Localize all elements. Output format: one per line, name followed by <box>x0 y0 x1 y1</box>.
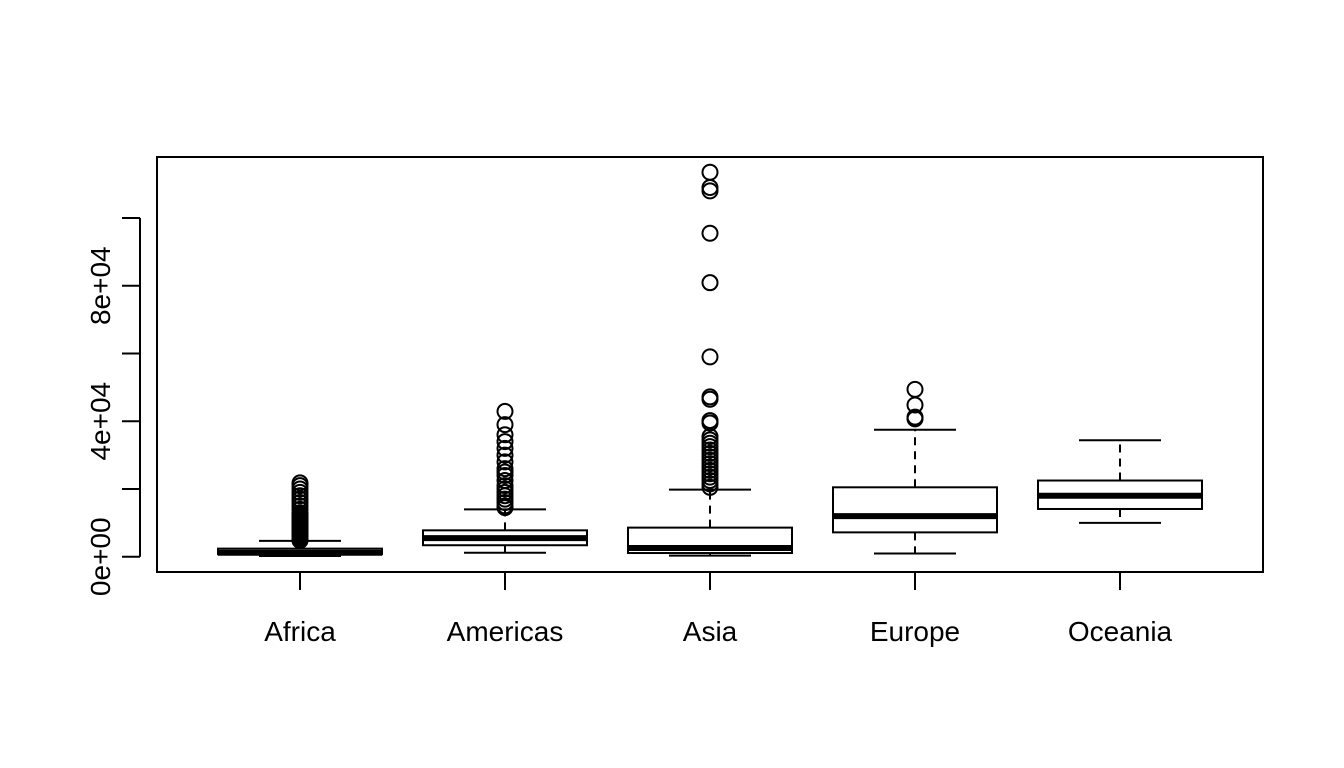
outlier-point <box>701 178 719 196</box>
outlier-point <box>291 474 309 492</box>
outlier-point <box>496 477 514 495</box>
outlier-point <box>701 274 719 292</box>
outlier-point <box>701 163 719 181</box>
box-africa <box>217 474 383 557</box>
outlier-point <box>701 182 719 200</box>
outlier-point <box>701 388 719 406</box>
x-tick-label: Africa <box>264 616 336 647</box>
outlier-point <box>496 439 514 457</box>
outlier-point <box>496 472 514 490</box>
x-tick-label: Oceania <box>1068 616 1173 647</box>
y-tick-label: 4e+04 <box>85 382 116 461</box>
boxes <box>217 163 1203 557</box>
x-tick-label: Europe <box>870 616 960 647</box>
x-axis: Africa Americas Asia Europe Oceania <box>264 571 1173 647</box>
outlier-point <box>906 408 924 426</box>
x-tick-label: Asia <box>683 616 738 647</box>
y-tick-label: 0e+00 <box>85 517 116 596</box>
outlier-point <box>496 416 514 434</box>
box-oceania <box>1037 439 1203 524</box>
box-americas <box>422 402 588 554</box>
outlier-point <box>496 433 514 451</box>
y-axis: 0e+00 4e+04 8e+04 <box>85 216 141 596</box>
box-europe <box>832 380 998 555</box>
outlier-point <box>496 453 514 471</box>
box-asia <box>627 163 793 557</box>
outlier-point <box>496 460 514 478</box>
outlier-point <box>496 446 514 464</box>
x-tick-label: Americas <box>447 616 564 647</box>
outlier-point <box>496 426 514 444</box>
outlier-point <box>701 348 719 366</box>
outlier-point <box>701 224 719 242</box>
outlier-point <box>701 412 719 430</box>
outlier-point <box>906 380 924 398</box>
y-tick-label: 8e+04 <box>85 246 116 325</box>
outlier-point <box>496 402 514 420</box>
iqr-box <box>832 486 998 534</box>
